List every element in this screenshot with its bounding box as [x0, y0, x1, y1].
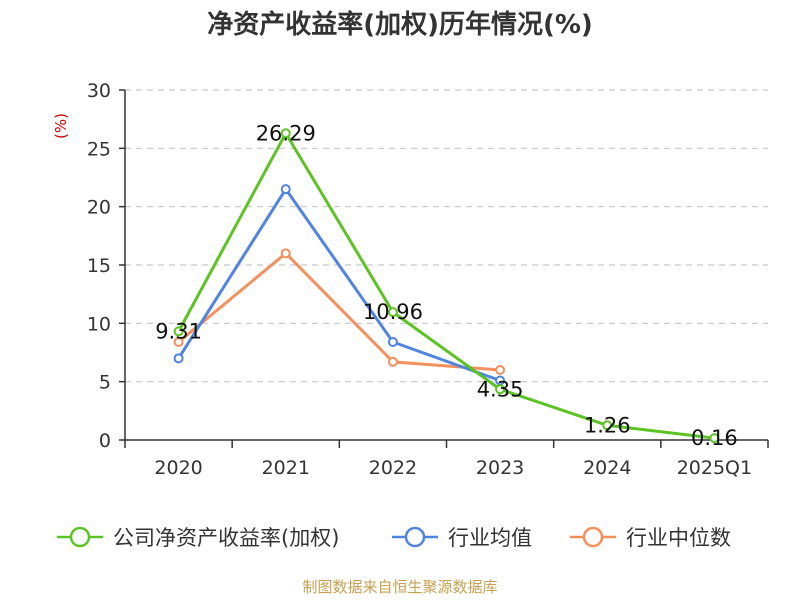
legend-marker [404, 526, 426, 548]
data-point [173, 353, 184, 364]
legend-marker [582, 526, 604, 548]
data-label: 4.35 [477, 377, 524, 401]
y-tick-label: 25 [87, 138, 111, 160]
data-label: 1.26 [584, 413, 631, 437]
y-axis-tick-labels: 0 5 10 15 20 25 30 [87, 80, 111, 452]
data-point [709, 433, 720, 444]
legend-label: 行业中位数 [626, 526, 731, 550]
data-point [387, 356, 398, 367]
data-point [280, 128, 291, 139]
data-point [280, 248, 291, 259]
legend-label: 公司净资产收益率(加权) [113, 526, 339, 550]
data-point [173, 337, 184, 347]
data-point [387, 337, 398, 347]
x-tick-label: 2021 [262, 457, 310, 479]
data-labels: 9.31 26.29 10.96 4.35 1.26 0.16 [155, 121, 738, 450]
x-tick-label: 2020 [154, 457, 202, 479]
source-note: 制图数据来自恒生聚源数据库 [302, 578, 497, 596]
series-line [177, 187, 501, 382]
data-point [602, 420, 613, 431]
series-line [177, 251, 501, 372]
y-tick-label: 20 [87, 197, 111, 219]
x-tick-label: 2023 [476, 457, 524, 479]
x-tick-label: 2024 [583, 457, 631, 479]
series-line [177, 131, 715, 440]
x-tick-label: 2025Q1 [677, 457, 752, 479]
data-label: 10.96 [363, 300, 423, 324]
data-label: 26.29 [256, 121, 316, 145]
data-point [173, 326, 184, 337]
legend: 公司净资产收益率(加权) 行业均值 行业中位数 [57, 526, 731, 550]
x-axis-tick-labels: 2020 2021 2022 2023 2024 2025Q1 [154, 457, 752, 479]
y-tick-label: 15 [87, 255, 111, 277]
data-point [495, 365, 506, 375]
series-group [173, 128, 720, 444]
x-tick-label: 2022 [369, 457, 417, 479]
y-tick-label: 5 [99, 372, 111, 394]
y-tick-label: 0 [99, 430, 111, 452]
axes [119, 89, 769, 448]
legend-label: 行业均值 [448, 526, 532, 550]
data-label: 0.16 [691, 426, 738, 450]
gridlines [125, 89, 768, 383]
data-point [495, 384, 506, 395]
y-tick-label: 10 [87, 313, 111, 335]
y-axis-unit-label: (%) [52, 113, 70, 139]
data-label: 9.31 [155, 319, 202, 343]
chart-title: 净资产收益率(加权)历年情况(%) [207, 9, 593, 40]
y-tick-label: 30 [87, 80, 111, 102]
data-point [387, 307, 398, 318]
data-point [280, 184, 291, 195]
legend-marker [69, 526, 91, 548]
